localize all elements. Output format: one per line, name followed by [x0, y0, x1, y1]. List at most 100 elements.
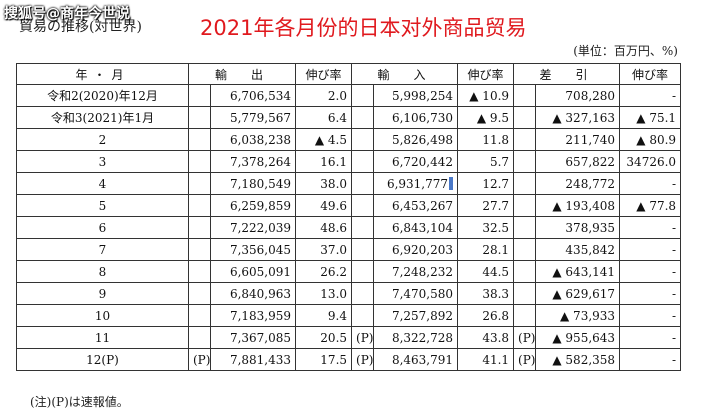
balance-growth-cell: ▲ 80.9	[619, 128, 682, 151]
trade-table: 年・月 輸 出 伸び率 輸 入 伸び率 差 引 伸び率 令和2(2020)年12…	[16, 63, 682, 371]
period-cell: 3	[16, 150, 189, 173]
import-growth-cell: 26.8	[457, 304, 515, 327]
exports-cell: 7,183,959	[209, 304, 297, 327]
balance-growth-cell: -	[619, 216, 682, 239]
balance-prelim-mark	[513, 128, 537, 151]
import-growth-cell: 5.7	[457, 150, 515, 173]
balance-cell: 211,740	[535, 128, 621, 151]
imports-cell: 6,453,267	[373, 194, 459, 217]
watermark: 搜狐号@商年今世说	[4, 6, 130, 22]
balance-prelim-mark	[513, 282, 537, 305]
table-row: 11 7,367,085 20.5 (P) 8,322,728 43.8 (P) ▲ 955,…	[16, 326, 682, 349]
period-cell: 9	[16, 282, 189, 305]
balance-prelim-mark	[513, 260, 537, 283]
export-prelim-mark	[188, 106, 211, 129]
import-growth-cell: ▲ 9.5	[457, 106, 515, 129]
export-prelim-mark	[188, 84, 211, 107]
unit-label: (単位：百万円、%)	[573, 44, 678, 58]
import-prelim-mark	[351, 282, 375, 305]
import-prelim-mark	[351, 150, 375, 173]
imports-cell: 6,843,104	[373, 216, 459, 239]
balance-cell: 378,935	[535, 216, 621, 239]
header-imports: 輸 入	[351, 63, 459, 85]
balance-growth-cell: -	[619, 282, 682, 305]
period-cell: 令和3(2021)年1月	[16, 106, 189, 129]
import-prelim-mark: (P)	[351, 348, 375, 371]
imports-cell: 5,998,254	[373, 84, 459, 107]
import-prelim-mark	[351, 260, 375, 283]
balance-cell: ▲ 327,163	[535, 106, 621, 129]
balance-cell: ▲ 643,141	[535, 260, 621, 283]
exports-cell: 7,356,045	[209, 238, 297, 261]
period-cell: 7	[16, 238, 189, 261]
balance-prelim-mark	[513, 172, 537, 195]
period-cell: 5	[16, 194, 189, 217]
import-prelim-mark	[351, 84, 375, 107]
period-cell: 令和2(2020)年12月	[16, 84, 189, 107]
balance-cell: 657,822	[535, 150, 621, 173]
export-growth-cell: ▲ 4.5	[295, 128, 353, 151]
exports-cell: 6,840,963	[209, 282, 297, 305]
export-prelim-mark	[188, 128, 211, 151]
period-cell: 10	[16, 304, 189, 327]
exports-cell: 7,367,085	[209, 326, 297, 349]
balance-prelim-mark	[513, 84, 537, 107]
import-growth-cell: 43.8	[457, 326, 515, 349]
imports-cell: 7,248,232	[373, 260, 459, 283]
import-prelim-mark	[351, 304, 375, 327]
balance-cell: ▲ 629,617	[535, 282, 621, 305]
balance-growth-cell: -	[619, 304, 682, 327]
table-row: 6 7,222,039 48.6 6,843,104 32.5 378,935-	[16, 216, 682, 239]
imports-cell: 6,920,203	[373, 238, 459, 261]
table-row: 4 7,180,549 38.0 6,931,777 12.7 248,772-	[16, 172, 682, 195]
export-growth-cell: 6.4	[295, 106, 353, 129]
export-prelim-mark	[188, 216, 211, 239]
export-growth-cell: 9.4	[295, 304, 353, 327]
header-balance-growth: 伸び率	[619, 63, 682, 85]
exports-cell: 7,378,264	[209, 150, 297, 173]
import-prelim-mark	[351, 216, 375, 239]
import-prelim-mark	[351, 238, 375, 261]
balance-prelim-mark	[513, 150, 537, 173]
export-growth-cell: 2.0	[295, 84, 353, 107]
export-prelim-mark	[188, 238, 211, 261]
balance-cell: ▲ 73,933	[535, 304, 621, 327]
export-growth-cell: 13.0	[295, 282, 353, 305]
imports-cell: 8,463,791	[373, 348, 459, 371]
period-cell: 2	[16, 128, 189, 151]
balance-growth-cell: 34726.0	[619, 150, 682, 173]
period-cell: 11	[16, 326, 189, 349]
export-growth-cell: 37.0	[295, 238, 353, 261]
period-cell: 4	[16, 172, 189, 195]
exports-cell: 7,222,039	[209, 216, 297, 239]
table-row: 8 6,605,091 26.2 7,248,232 44.5 ▲ 643,141-	[16, 260, 682, 283]
import-growth-cell: 32.5	[457, 216, 515, 239]
balance-prelim-mark: (P)	[513, 348, 537, 371]
balance-growth-cell: ▲ 77.8	[619, 194, 682, 217]
balance-growth-cell: -	[619, 238, 682, 261]
imports-cell: 8,322,728	[373, 326, 459, 349]
imports-cell: 6,720,442	[373, 150, 459, 173]
table-subtitle: 貿易の推移(対世界)	[19, 19, 142, 35]
export-growth-cell: 20.5	[295, 326, 353, 349]
header-period: 年・月	[16, 63, 189, 85]
export-prelim-mark	[188, 150, 211, 173]
table-row: 令和2(2020)年12月 6,706,534 2.0 5,998,254 ▲ 10.9…	[16, 84, 682, 107]
export-growth-cell: 17.5	[295, 348, 353, 371]
balance-growth-cell: -	[619, 84, 682, 107]
exports-cell: 7,180,549	[209, 172, 297, 195]
exports-cell: 6,706,534	[209, 84, 297, 107]
imports-cell: 5,826,498	[373, 128, 459, 151]
period-cell: 8	[16, 260, 189, 283]
import-growth-cell: ▲ 10.9	[457, 84, 515, 107]
balance-prelim-mark	[513, 106, 537, 129]
balance-cell: ▲ 582,358	[535, 348, 621, 371]
exports-cell: 6,605,091	[209, 260, 297, 283]
balance-prelim-mark	[513, 238, 537, 261]
export-growth-cell: 49.6	[295, 194, 353, 217]
export-growth-cell: 38.0	[295, 172, 353, 195]
import-prelim-mark	[351, 172, 375, 195]
table-row: 12(P) (P) 7,881,433 17.5 (P) 8,463,791 41.1 (P)…	[16, 348, 682, 371]
export-prelim-mark	[188, 326, 211, 349]
table-row: 7 7,356,045 37.0 6,920,203 28.1 435,842-	[16, 238, 682, 261]
